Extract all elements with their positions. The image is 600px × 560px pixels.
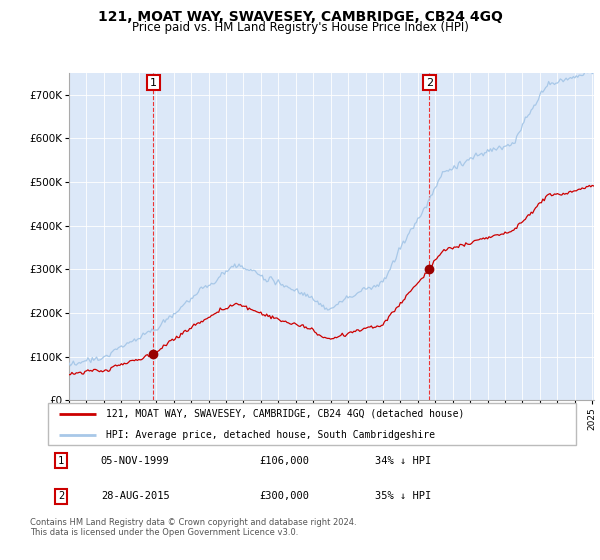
Text: 28-AUG-2015: 28-AUG-2015 [101, 491, 170, 501]
Text: Price paid vs. HM Land Registry's House Price Index (HPI): Price paid vs. HM Land Registry's House … [131, 21, 469, 34]
Text: 2: 2 [58, 491, 64, 501]
Text: 121, MOAT WAY, SWAVESEY, CAMBRIDGE, CB24 4GQ (detached house): 121, MOAT WAY, SWAVESEY, CAMBRIDGE, CB24… [106, 409, 464, 419]
Text: 2: 2 [426, 78, 433, 88]
Text: £300,000: £300,000 [259, 491, 309, 501]
Text: 35% ↓ HPI: 35% ↓ HPI [376, 491, 431, 501]
Text: £106,000: £106,000 [259, 456, 309, 466]
Text: 121, MOAT WAY, SWAVESEY, CAMBRIDGE, CB24 4GQ: 121, MOAT WAY, SWAVESEY, CAMBRIDGE, CB24… [98, 10, 502, 24]
Text: Contains HM Land Registry data © Crown copyright and database right 2024.
This d: Contains HM Land Registry data © Crown c… [30, 518, 356, 538]
Text: 05-NOV-1999: 05-NOV-1999 [101, 456, 170, 466]
Text: 1: 1 [58, 456, 64, 466]
Text: 34% ↓ HPI: 34% ↓ HPI [376, 456, 431, 466]
Text: HPI: Average price, detached house, South Cambridgeshire: HPI: Average price, detached house, Sout… [106, 430, 435, 440]
Text: 1: 1 [150, 78, 157, 88]
